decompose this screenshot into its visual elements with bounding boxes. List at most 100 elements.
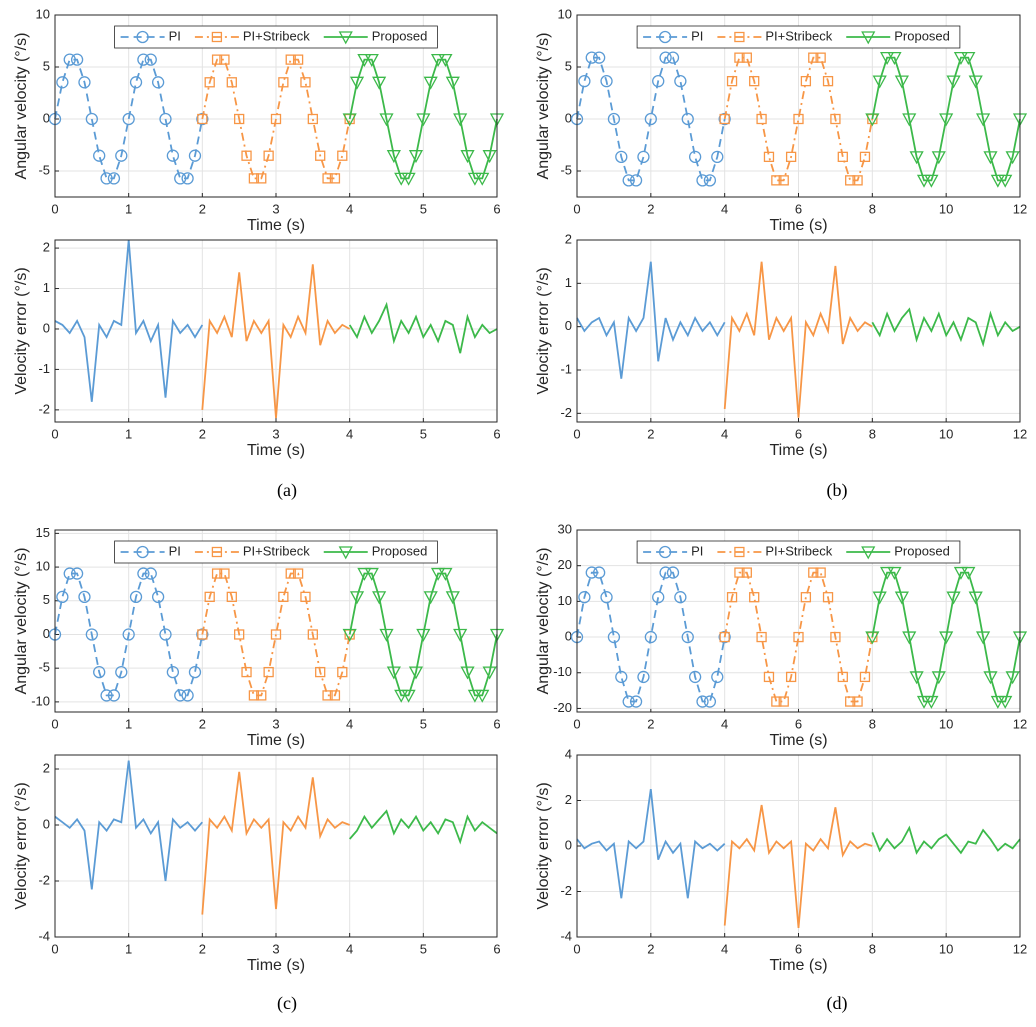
marker	[211, 568, 223, 579]
marker	[734, 567, 745, 578]
marker	[122, 112, 135, 126]
marker	[285, 54, 296, 65]
panel-caption: (d)	[827, 993, 848, 1014]
marker	[822, 592, 834, 603]
marker	[292, 568, 304, 579]
x-tick-label: 5	[420, 426, 427, 441]
marker	[749, 592, 760, 603]
marker	[711, 670, 724, 684]
y-tick-label: 0	[43, 320, 50, 335]
marker	[726, 592, 738, 603]
marker	[711, 150, 724, 164]
x-tick-label: 2	[647, 201, 654, 216]
marker	[652, 74, 665, 88]
y-axis-label: Velocity error (°/s)	[535, 267, 552, 394]
marker	[338, 546, 353, 560]
marker	[622, 174, 635, 187]
marker	[924, 174, 939, 188]
marker	[658, 30, 672, 44]
axes-frame	[54, 239, 498, 423]
x-tick-label: 6	[493, 941, 500, 956]
marker	[887, 51, 902, 65]
marker	[629, 174, 643, 187]
series-line	[54, 572, 204, 697]
marker	[983, 671, 998, 685]
marker	[637, 670, 650, 684]
marker	[70, 567, 84, 580]
x-axis-label: Time (s)	[247, 732, 305, 749]
y-tick-label: 4	[565, 746, 572, 761]
marker	[845, 175, 856, 186]
x-tick-label: 5	[420, 201, 427, 216]
marker	[394, 172, 409, 186]
x-tick-label: 8	[869, 716, 876, 731]
marker	[998, 695, 1013, 709]
marker	[256, 173, 267, 184]
marker	[475, 172, 490, 186]
marker	[337, 150, 348, 161]
marker	[322, 173, 333, 184]
marker	[100, 689, 113, 702]
marker	[902, 113, 917, 127]
axes-frame	[576, 754, 1021, 938]
marker	[607, 112, 621, 126]
marker	[349, 76, 365, 90]
marker	[1005, 151, 1020, 165]
marker	[719, 631, 730, 643]
marker	[845, 696, 856, 707]
series-line	[348, 301, 498, 354]
legend-label: PI+Stribeck	[765, 28, 832, 43]
series-line	[723, 56, 874, 182]
marker	[968, 75, 983, 89]
legend-label: Proposed	[372, 543, 428, 558]
marker	[644, 630, 657, 644]
marker	[322, 690, 333, 701]
marker	[78, 590, 91, 604]
marker	[342, 628, 357, 642]
marker	[793, 631, 804, 643]
axes-frame	[576, 14, 1021, 198]
x-tick-label: 4	[346, 716, 353, 731]
marker	[196, 628, 209, 641]
marker	[880, 566, 895, 580]
x-axis-label: Time (s)	[247, 957, 305, 974]
marker	[197, 629, 208, 640]
y-axis-label: Angular velocity (°/s)	[535, 33, 552, 180]
y-tick-label: 0	[565, 110, 572, 125]
y-tick-label: 10	[558, 593, 572, 608]
series-line	[871, 571, 1021, 703]
y-axis-label: Velocity error (°/s)	[13, 267, 30, 394]
x-tick-label: 6	[795, 716, 802, 731]
marker	[718, 112, 731, 126]
marker	[872, 75, 887, 89]
x-tick-label: 8	[869, 941, 876, 956]
x-tick-label: 12	[1013, 426, 1027, 441]
series-line	[54, 760, 203, 890]
marker	[151, 76, 165, 89]
marker	[953, 51, 969, 65]
marker	[771, 696, 782, 707]
marker	[931, 671, 946, 685]
legend: PI PI+Stribeck Proposed	[636, 25, 961, 49]
marker	[578, 591, 591, 604]
marker	[56, 590, 69, 604]
y-tick-label: 5	[43, 592, 50, 607]
y-tick-label: 0	[43, 626, 50, 641]
marker	[423, 76, 438, 90]
series-line	[349, 809, 498, 845]
marker	[93, 149, 106, 162]
marker	[70, 53, 84, 66]
marker	[909, 671, 924, 685]
marker	[916, 174, 932, 188]
marker	[56, 76, 69, 89]
marker	[394, 689, 409, 703]
marker	[159, 112, 172, 126]
panel-caption: (a)	[277, 480, 297, 501]
axes-frame	[576, 529, 1021, 713]
marker	[300, 591, 311, 603]
legend: PI PI+Stribeck Proposed	[114, 540, 438, 564]
marker	[607, 630, 621, 644]
legend-box	[114, 540, 438, 564]
marker	[629, 695, 643, 708]
series-line	[723, 804, 873, 928]
